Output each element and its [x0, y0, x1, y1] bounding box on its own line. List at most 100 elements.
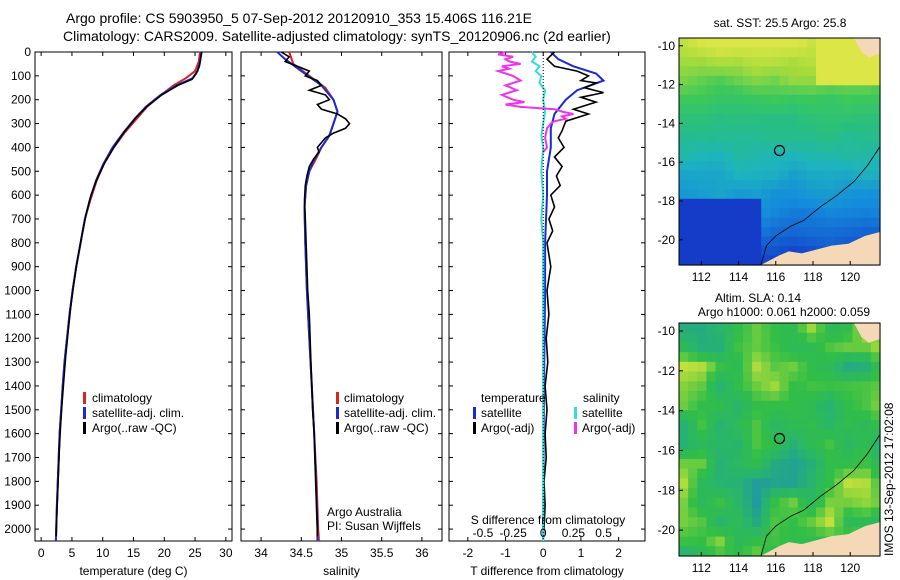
sst-map-cell — [761, 113, 771, 124]
sst-map-cell — [706, 236, 717, 247]
sla-map-cell — [724, 381, 735, 392]
sla-map-cell — [742, 536, 753, 547]
sla-map-cell — [770, 400, 781, 411]
salinity-diff-tick-label: -0.5 — [473, 526, 494, 540]
sst-map-cell — [679, 85, 689, 96]
sla-map-cell — [852, 507, 863, 518]
sla-map-cell — [870, 342, 881, 353]
sla-map-cell — [733, 400, 744, 411]
sst-map-cell — [788, 208, 799, 219]
sst-map-cell — [861, 85, 872, 96]
sla-map-cell — [806, 478, 817, 489]
sst-map-cell — [816, 94, 826, 105]
salinity-xtick-label: 35 — [335, 546, 349, 560]
sst-map-cell — [715, 104, 726, 115]
differences-series-salinity-argo-adj- — [494, 51, 574, 153]
sla-map-cell — [843, 381, 854, 392]
sst-map-cell — [806, 217, 817, 228]
sla-map-cell — [825, 449, 835, 460]
sla-map-cell — [688, 546, 698, 557]
sst-map-cell — [752, 179, 762, 190]
sst-map-cell — [861, 227, 872, 238]
sst-map-cell — [733, 56, 744, 67]
sla-map-cell — [697, 381, 708, 392]
sla-map-cell — [797, 410, 808, 421]
sst-map-cell — [761, 208, 771, 219]
sst-map-cell — [806, 179, 817, 190]
sst-map-cell — [788, 94, 799, 105]
sst-map-cell — [770, 227, 781, 238]
depth-tick-label: 300 — [11, 117, 31, 131]
depth-tick-label: 400 — [11, 140, 31, 154]
sst-map-cell — [770, 198, 781, 209]
sst-map-cell — [870, 142, 881, 153]
sst-map-cell — [752, 227, 762, 238]
sla-map-cell — [825, 478, 835, 489]
sst-map-cell — [733, 246, 744, 257]
temperature-legend-swatch — [83, 392, 86, 404]
sla-map-cell — [870, 371, 881, 382]
sla-map-cell — [679, 381, 689, 392]
sst-map-cell — [688, 113, 698, 124]
sla-map-cell — [752, 497, 762, 509]
sla-map-cell — [697, 536, 708, 547]
sst-map-cell — [752, 75, 762, 86]
sst-map-cell — [724, 246, 735, 257]
sst-map-land-north — [853, 38, 880, 58]
sla-map-cell — [679, 400, 689, 411]
sst-map-cell — [697, 38, 708, 49]
sla-map-cell — [825, 352, 835, 363]
sst-map-cell — [797, 75, 808, 86]
sla-map-cell — [797, 517, 808, 528]
sst-map-cell — [825, 66, 835, 77]
sla-map-cell — [706, 323, 717, 334]
sst-map-xtick-label: 114 — [729, 270, 748, 284]
sla-map-cell — [870, 488, 881, 499]
sst-map-cell — [834, 170, 845, 181]
sla-map-cell — [806, 332, 817, 344]
sst-map-cell — [697, 236, 708, 247]
sla-map-float-location-marker — [773, 432, 786, 445]
sst-map-cell — [679, 179, 689, 190]
sla-map-cell — [724, 497, 735, 509]
sla-map-cell — [770, 468, 781, 479]
sla-map-cell — [797, 439, 808, 450]
sst-map-cell — [679, 75, 689, 86]
sla-map-cell — [688, 536, 698, 547]
sst-map-cell — [697, 170, 708, 181]
sst-map-cell — [825, 227, 835, 238]
sst-map-cell — [797, 170, 808, 181]
sst-map-cell — [724, 198, 735, 209]
sst-map-cell — [788, 38, 799, 49]
sst-map-cell — [797, 85, 808, 96]
temperature-diff-legend-label: Argo(-adj) — [481, 421, 534, 435]
sla-map-cell — [706, 429, 717, 441]
sla-map-cell — [806, 420, 817, 431]
sla-map-cell — [770, 342, 781, 353]
sla-map-cell — [752, 478, 762, 489]
sla-map-cell — [742, 410, 753, 421]
sla-map-cell — [779, 526, 790, 538]
sst-map-frame — [678, 37, 881, 266]
sst-map-cell — [861, 170, 872, 181]
sla-map-cell — [742, 323, 753, 334]
sst-map-ytick-label: -12 — [658, 78, 676, 92]
sst-map-cell — [779, 38, 790, 49]
sst-map-cell — [825, 94, 835, 105]
salinity-xtick-label: 36 — [415, 546, 429, 560]
sst-map-cell — [715, 132, 726, 143]
depth-tick-label: 800 — [11, 236, 31, 250]
sla-map-cell — [679, 361, 689, 373]
sst-map-cell — [788, 198, 799, 209]
sst-map-cell — [688, 255, 698, 266]
sla-map-cell — [697, 420, 708, 431]
temperature-legend-swatch — [83, 407, 86, 419]
sst-map-cell — [770, 160, 781, 172]
sla-map-cell — [797, 323, 808, 334]
sla-map-cell — [679, 507, 689, 518]
sla-map-cell — [715, 352, 726, 363]
sla-map-cell — [852, 400, 863, 411]
sst-map-cell — [806, 208, 817, 219]
sla-map-cell — [797, 449, 808, 460]
sla-map-cell — [797, 332, 808, 344]
